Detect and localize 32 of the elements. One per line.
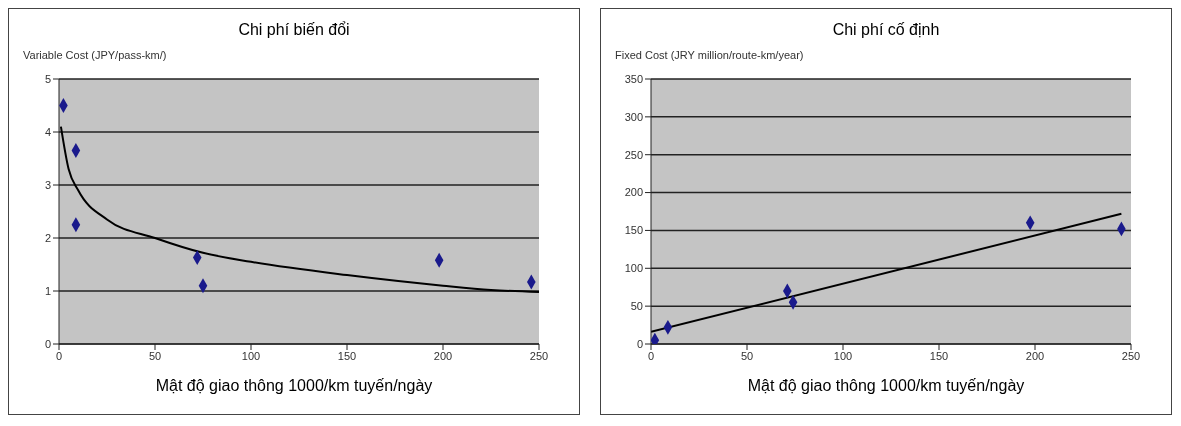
x-tick-label: 0 <box>55 349 63 362</box>
y-tick-label: 50 <box>630 300 643 313</box>
x-tick-label: 50 <box>740 349 754 362</box>
x-tick-label: 200 <box>1025 349 1045 362</box>
x-tick-label: 100 <box>241 349 261 362</box>
chart-title: Chi phí biến đổi <box>237 21 351 39</box>
y-tick-label: 5 <box>44 72 51 85</box>
y-tick-label: 0 <box>636 337 643 350</box>
x-tick-label: 0 <box>647 349 655 362</box>
y-tick-label: 250 <box>624 148 643 161</box>
x-tick-label: 250 <box>529 349 549 362</box>
x-tick-label: 150 <box>929 349 949 362</box>
x-tick-label: 250 <box>1121 349 1141 362</box>
y-tick-label: 3 <box>44 178 51 191</box>
x-tick-label: 50 <box>148 349 162 362</box>
y-tick-label: 150 <box>624 224 643 237</box>
x-tick-label: 100 <box>833 349 853 362</box>
y-tick-label: 350 <box>624 72 643 85</box>
y-tick-label: 0 <box>44 337 51 350</box>
y-tick-label: 200 <box>624 186 643 199</box>
y-axis-title: Variable Cost (JPY/pass-km/) <box>23 49 167 61</box>
chart-title: Chi phí cố định <box>831 21 941 39</box>
y-tick-label: 1 <box>44 284 51 297</box>
x-tick-label: 150 <box>337 349 357 362</box>
y-tick-label: 100 <box>624 262 643 275</box>
y-tick-label: 4 <box>44 125 51 138</box>
y-axis-title: Fixed Cost (JRY million/route-km/year) <box>615 49 804 61</box>
x-axis-title: Mật độ giao thông 1000/km tuyến/ngày <box>746 377 1026 395</box>
y-tick-label: 300 <box>624 110 643 123</box>
x-tick-label: 200 <box>433 349 453 362</box>
x-axis-title: Mật độ giao thông 1000/km tuyến/ngày <box>154 377 434 395</box>
y-tick-label: 2 <box>44 231 51 244</box>
